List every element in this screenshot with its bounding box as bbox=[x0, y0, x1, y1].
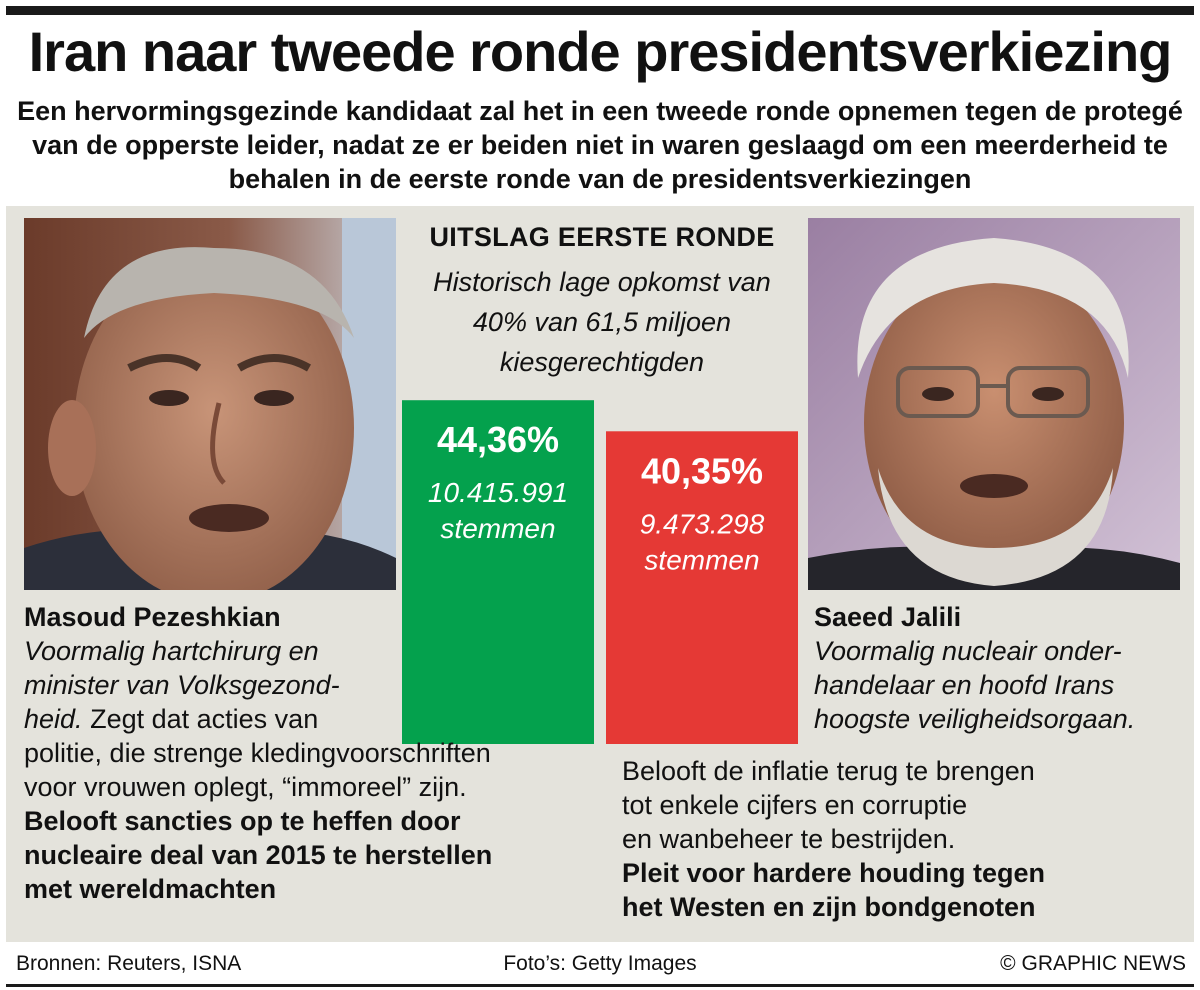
bar-pezeshkian bbox=[402, 400, 594, 744]
turnout-line: Historisch lage opkomst van bbox=[433, 267, 771, 297]
candidate-right-header: Saeed Jalili Voormalig nucleair onder- h… bbox=[814, 600, 1194, 736]
candidate-left-desc: Voormalig hartchirurg en bbox=[24, 636, 319, 666]
candidate-left-text: voor vrouwen oplegt, “immoreel” zijn. bbox=[24, 772, 467, 802]
candidate-left-name: Masoud Pezeshkian bbox=[24, 602, 281, 632]
bar-votes-unit: stemmen bbox=[644, 544, 759, 575]
bar-votes-label: 10.415.991 bbox=[428, 477, 568, 508]
bar-votes-unit: stemmen bbox=[440, 513, 555, 544]
candidate-left-pledge: Belooft sancties op te heffen door bbox=[24, 806, 461, 836]
candidate-right-text: en wanbeheer te bestrijden. bbox=[622, 824, 956, 854]
candidate-right-desc: hoogste veiligheidsorgaan. bbox=[814, 704, 1136, 734]
page-subtitle: Een hervormingsgezinde kandidaat zal het… bbox=[17, 96, 1183, 194]
bar-votes-label: 9.473.298 bbox=[640, 508, 765, 539]
first-round-bar-chart: 44,36% 10.415.991 stemmen 40,35% 9.473.298 st… bbox=[402, 400, 798, 744]
candidate-right-desc: Voormalig nucleair onder- bbox=[814, 636, 1122, 666]
candidate-right-text: tot enkele cijfers en corruptie bbox=[622, 790, 968, 820]
turnout-line: kiesgerechtigden bbox=[499, 347, 705, 377]
turnout-line: 40% van 61,5 miljoen bbox=[472, 307, 732, 337]
candidate-photo-left bbox=[24, 218, 396, 590]
publisher-credit: © GRAPHIC NEWS bbox=[1000, 952, 1186, 975]
bar-jalili bbox=[606, 431, 798, 744]
candidate-right-pledge: Pleit voor hardere houding tegen bbox=[622, 858, 1046, 888]
bottom-rule bbox=[6, 984, 1194, 987]
bar-value-label: 44,36% bbox=[437, 419, 559, 460]
candidate-left-desc-line: heid. Zegt dat acties van bbox=[24, 702, 584, 736]
candidate-left-text: Zegt dat acties van bbox=[90, 704, 319, 734]
candidate-right-pledge: het Westen en zijn bondgenoten bbox=[622, 892, 1036, 922]
photo-credit: Foto’s: Getty Images bbox=[503, 952, 697, 975]
candidate-left-pledge: met wereldmachten bbox=[24, 874, 277, 904]
candidate-right-desc: handelaar en hoofd Irans bbox=[814, 670, 1115, 700]
candidate-left-desc: minister van Volksgezond- bbox=[24, 670, 340, 700]
result-title: UITSLAG EERSTE RONDE bbox=[429, 222, 775, 252]
candidate-photo-right bbox=[808, 218, 1180, 590]
candidate-left-desc: heid. bbox=[24, 704, 83, 734]
candidate-right-info: Belooft de inflatie terug te brengen tot… bbox=[622, 754, 1182, 924]
candidate-right-text: Belooft de inflatie terug te brengen bbox=[622, 756, 1035, 786]
candidate-right-name: Saeed Jalili bbox=[814, 602, 962, 632]
candidate-left-pledge: nucleaire deal van 2015 te herstellen bbox=[24, 840, 493, 870]
bar-value-label: 40,35% bbox=[641, 450, 763, 491]
candidate-left-info: Masoud Pezeshkian Voormalig hartchirurg … bbox=[24, 600, 584, 906]
sources-note: Bronnen: Reuters, ISNA bbox=[16, 952, 242, 975]
top-rule bbox=[6, 6, 1194, 15]
page-title: Iran naar tweede ronde presidentsverkiez… bbox=[28, 20, 1173, 83]
turnout-note: Historisch lage opkomst van 40% van 61,5… bbox=[398, 262, 806, 382]
candidate-left-text: politie, die strenge kledingvoorschrifte… bbox=[24, 738, 491, 768]
